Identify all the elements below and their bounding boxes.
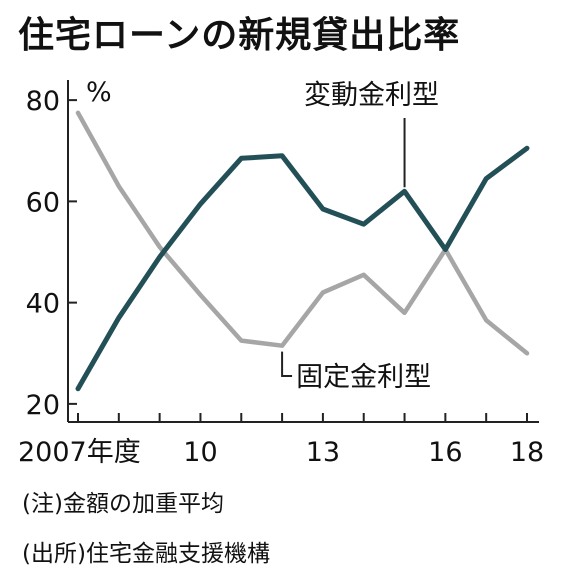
chart-title: 住宅ローンの新規貸出比率 — [18, 15, 461, 56]
x-tick-label: 13 — [306, 437, 340, 468]
x-tick-label: 18 — [510, 437, 544, 468]
series-label-fixed-rate: 固定金利型 — [296, 362, 431, 393]
x-tick-label: 16 — [428, 437, 462, 468]
series-line-fixed-rate — [75, 110, 530, 356]
x-tick-label: 2007年度 — [18, 437, 141, 468]
series-label-variable-rate: 変動金利型 — [304, 80, 439, 111]
axes: 20 40 60 80 % 2007年度 10 13 16 18 — [18, 77, 544, 468]
leader-line-fixed-rate — [281, 351, 293, 377]
x-tick-label: 10 — [183, 437, 217, 468]
y-tick-label: 80 — [26, 86, 60, 117]
y-tick-label: 20 — [26, 390, 60, 421]
footnote-weighted-average: (注)金額の加重平均 — [22, 491, 224, 517]
y-tick-label: 60 — [26, 187, 60, 218]
y-unit-label: % — [86, 77, 112, 108]
series-layer — [75, 110, 530, 392]
series-line-variable-rate — [75, 145, 530, 392]
y-tick-label: 40 — [26, 289, 60, 320]
footnote-source: (出所)住宅金融支援機構 — [22, 541, 270, 567]
